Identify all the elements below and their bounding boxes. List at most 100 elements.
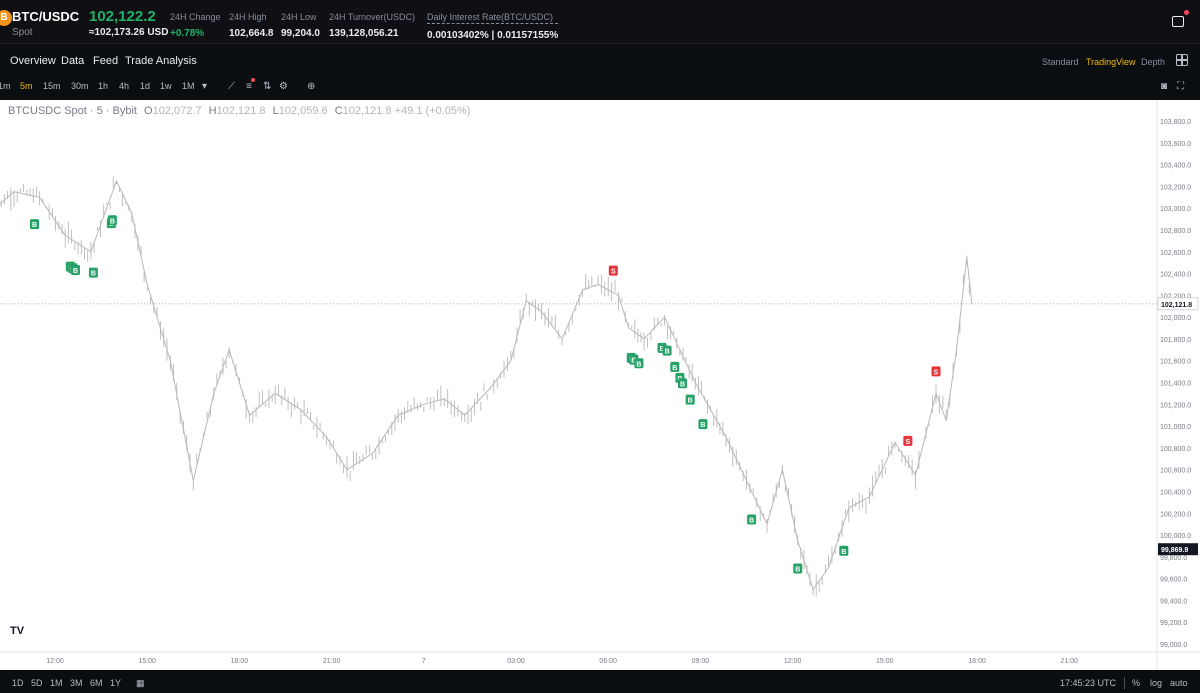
legend-close: 102,121.8 [342, 105, 392, 117]
calendar-icon[interactable]: ▦ [136, 678, 145, 688]
stat-24h-turnover: 24H Turnover(USDC) 139,128,056.21 [329, 12, 415, 39]
range-6m[interactable]: 6M [90, 678, 103, 688]
interval-1d[interactable]: 1d [140, 81, 151, 91]
y-tick-label: 102,400.0 [1160, 272, 1191, 279]
interval-1h[interactable]: 1h [98, 81, 109, 91]
camera-icon[interactable]: ◙ [1161, 81, 1168, 92]
x-tick-label: 15:00 [876, 658, 894, 665]
buy-signal-badge [70, 264, 80, 275]
percent-toggle[interactable]: % [1132, 678, 1141, 688]
y-tick-label: 103,000.0 [1160, 206, 1191, 213]
buy-signal-badge [662, 345, 672, 356]
add-icon[interactable]: ⊕ [307, 81, 316, 92]
x-tick-label: 18:00 [231, 658, 249, 665]
interval-1m[interactable]: 1m [0, 81, 11, 91]
buy-signal-letter: B [73, 268, 78, 275]
buy-signal-badge [747, 514, 757, 525]
fullscreen-icon[interactable]: ⛶ [1177, 81, 1184, 92]
buy-signal-badge [685, 394, 695, 405]
sell-signal-letter: S [906, 439, 911, 446]
legend-open: 102,072.7 [152, 105, 202, 117]
x-tick-label: 7 [422, 658, 426, 665]
tradingview-logo-icon[interactable]: TV [10, 625, 25, 637]
range-5d[interactable]: 5D [31, 678, 43, 688]
approx-usd-price: ≈102,173.26 USD [89, 27, 169, 38]
tab-feed[interactable]: Feed [93, 55, 119, 67]
bitcoin-icon: B [0, 10, 12, 26]
symbol-selector[interactable]: BTC/USDC [12, 9, 80, 24]
buy-signal-letter: B [110, 218, 115, 225]
stat-value: 102,664.8 [229, 28, 274, 39]
view-tradingview[interactable]: TradingView [1086, 57, 1136, 67]
sell-signal-badge [931, 366, 941, 377]
y-tick-label: 103,200.0 [1160, 184, 1191, 191]
y-tick-label: 102,800.0 [1160, 228, 1191, 235]
tab-trade-analysis[interactable]: Trade Analysis [125, 55, 197, 67]
chart-area[interactable]: 103,800.0 103,600.0 103,400.0 103,200.0 103,… [0, 100, 1200, 670]
range-3m[interactable]: 3M [70, 678, 83, 688]
stat-label: 24H Turnover(USDC) [329, 12, 416, 22]
buy-signal-badge [670, 361, 680, 372]
range-1y[interactable]: 1Y [110, 678, 122, 688]
interval-4h[interactable]: 4h [119, 81, 130, 91]
buy-signal-letter: B [32, 222, 37, 229]
y-tick-label: 102,200.0 [1160, 293, 1191, 300]
y-tick-label: 103,800.0 [1160, 119, 1191, 126]
buy-signal-letter: B [659, 346, 664, 353]
range-1d[interactable]: 1D [12, 678, 24, 688]
stat-24h-low: 24H Low 99,204.0 [281, 12, 320, 39]
bottom-bar: 1D 5D 1M 3M 6M 1Y ▦ 17:45:23 UTC % log a… [0, 673, 1200, 693]
sell-signal-letter: S [611, 269, 616, 276]
notification-icon[interactable] [1172, 10, 1189, 27]
stat-label: 24H Low [281, 12, 317, 22]
sell-signal-badge [608, 265, 618, 276]
market-type: Spot [12, 27, 33, 38]
stat-daily-interest[interactable]: Daily Interest Rate(BTC/USDC) 0.00103402… [427, 12, 559, 41]
x-tick-label: 12:00 [784, 658, 802, 665]
tab-overview[interactable]: Overview [10, 55, 56, 67]
compare-icon[interactable]: ⇅ [263, 81, 272, 92]
x-tick-label: 03:00 [507, 658, 525, 665]
x-tick-label: 21:00 [1060, 658, 1078, 665]
interval-5m[interactable]: 5m [20, 81, 33, 91]
layout-grid-icon[interactable] [1176, 54, 1188, 66]
buy-signal-badge [88, 267, 98, 278]
crosshair-price-label: 99,869.9 [1161, 547, 1188, 554]
price-chart[interactable]: 103,800.0 103,600.0 103,400.0 103,200.0 103,… [0, 100, 1200, 670]
y-tick-label: 101,200.0 [1160, 402, 1191, 409]
tab-data[interactable]: Data [61, 55, 85, 67]
stat-label[interactable]: Daily Interest Rate(BTC/USDC) [427, 12, 559, 24]
interval-1M[interactable]: 1M [182, 81, 195, 91]
buy-signal-letter: B [636, 361, 641, 368]
log-toggle[interactable]: log [1150, 678, 1163, 688]
y-tick-label: 100,400.0 [1160, 489, 1191, 496]
y-tick-label: 103,400.0 [1160, 163, 1191, 170]
buy-signal-badge [793, 563, 803, 574]
settings-icon[interactable]: ⚙ [279, 81, 288, 92]
view-depth[interactable]: Depth [1141, 57, 1166, 67]
y-tick-label: 101,400.0 [1160, 381, 1191, 388]
stat-value: +0.78% [170, 28, 205, 39]
legend-title: BTCUSDC Spot · 5 · Bybit [8, 105, 137, 117]
interval-30m[interactable]: 30m [71, 81, 89, 91]
buy-signal-badge [698, 419, 708, 430]
chart-tabs: Overview Data Feed Trade Analysis Standa… [0, 44, 1200, 76]
stat-label: 24H High [229, 12, 267, 22]
sell-signal-badge [903, 435, 913, 446]
view-standard[interactable]: Standard [1042, 57, 1079, 67]
buy-signal-badge [839, 545, 849, 556]
buy-signal-badge [677, 378, 687, 389]
stat-24h-change: 24H Change +0.78% [170, 12, 221, 39]
buy-signal-badge [30, 219, 40, 230]
dropdown-arrow-icon[interactable]: ▾ [202, 81, 208, 92]
range-1m[interactable]: 1M [50, 678, 63, 688]
interval-1w[interactable]: 1w [160, 81, 172, 91]
templates-icon[interactable]: ≡ [246, 78, 255, 93]
indicator-icon[interactable]: ⟋ [228, 81, 235, 92]
buy-signal-letter: B [91, 271, 96, 278]
crosshair-price-badge [1158, 543, 1198, 556]
interval-15m[interactable]: 15m [43, 81, 61, 91]
current-price-label: 102,121.8 [1161, 302, 1192, 309]
buy-signal-letter: B [688, 398, 693, 405]
auto-toggle[interactable]: auto [1170, 678, 1188, 688]
